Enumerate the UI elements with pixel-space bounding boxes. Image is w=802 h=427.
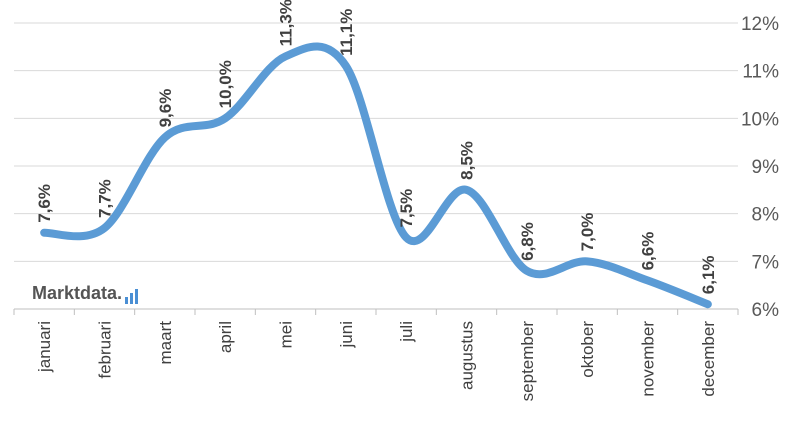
data-label: 10,0% [216, 60, 235, 108]
data-label: 8,5% [458, 141, 477, 180]
x-tick-label: december [699, 321, 718, 397]
x-tick-label: september [518, 321, 537, 402]
data-label: 7,5% [397, 189, 416, 228]
y-tick-label: 12% [741, 14, 779, 35]
logo-text: Marktdata [32, 283, 118, 303]
y-axis-ticks: 6% 7% 8% 9% 10% 11% 12% [741, 14, 779, 321]
y-tick-label: 10% [741, 109, 779, 130]
data-label: 7,0% [578, 213, 597, 252]
x-tick-label: februari [96, 321, 115, 379]
logo-dot: . [117, 283, 123, 303]
data-label: 7,6% [35, 184, 54, 223]
y-tick-label: 11% [742, 62, 779, 83]
x-axis-ticks: januari februari maart april mei juni juli augu… [35, 321, 718, 402]
y-tick-label: 9% [752, 157, 780, 178]
data-label: 11,3% [277, 0, 296, 46]
data-label: 9,6% [156, 89, 175, 128]
y-tick-label: 8% [752, 205, 780, 226]
x-tick-label: april [216, 321, 235, 353]
x-tick-label: juni [337, 321, 356, 348]
data-labels: 7,6% 7,7% 9,6% 10,0% 11,3% 11,1% 7,5% 8,5% 6,8% 7… [35, 0, 718, 294]
y-tick-label: 6% [752, 300, 780, 321]
x-tick-label: oktober [578, 321, 597, 378]
x-tick-label: augustus [458, 321, 477, 390]
bar-chart-icon [125, 283, 140, 304]
marktdata-logo: Marktdata. [32, 283, 140, 304]
x-tick-label: juli [397, 321, 416, 343]
x-tick-label: maart [156, 321, 175, 365]
x-tick-label: november [639, 321, 658, 397]
y-tick-label: 7% [752, 252, 780, 273]
gridlines [13, 22, 739, 315]
x-tick-label: januari [35, 321, 54, 373]
data-label: 6,8% [518, 222, 537, 261]
data-label: 11,1% [337, 9, 356, 56]
data-label: 6,6% [639, 232, 658, 271]
x-tick-label: mei [277, 321, 296, 348]
series-line [40, 42, 712, 309]
data-label: 6,1% [699, 255, 718, 294]
data-label: 7,7% [96, 179, 115, 218]
